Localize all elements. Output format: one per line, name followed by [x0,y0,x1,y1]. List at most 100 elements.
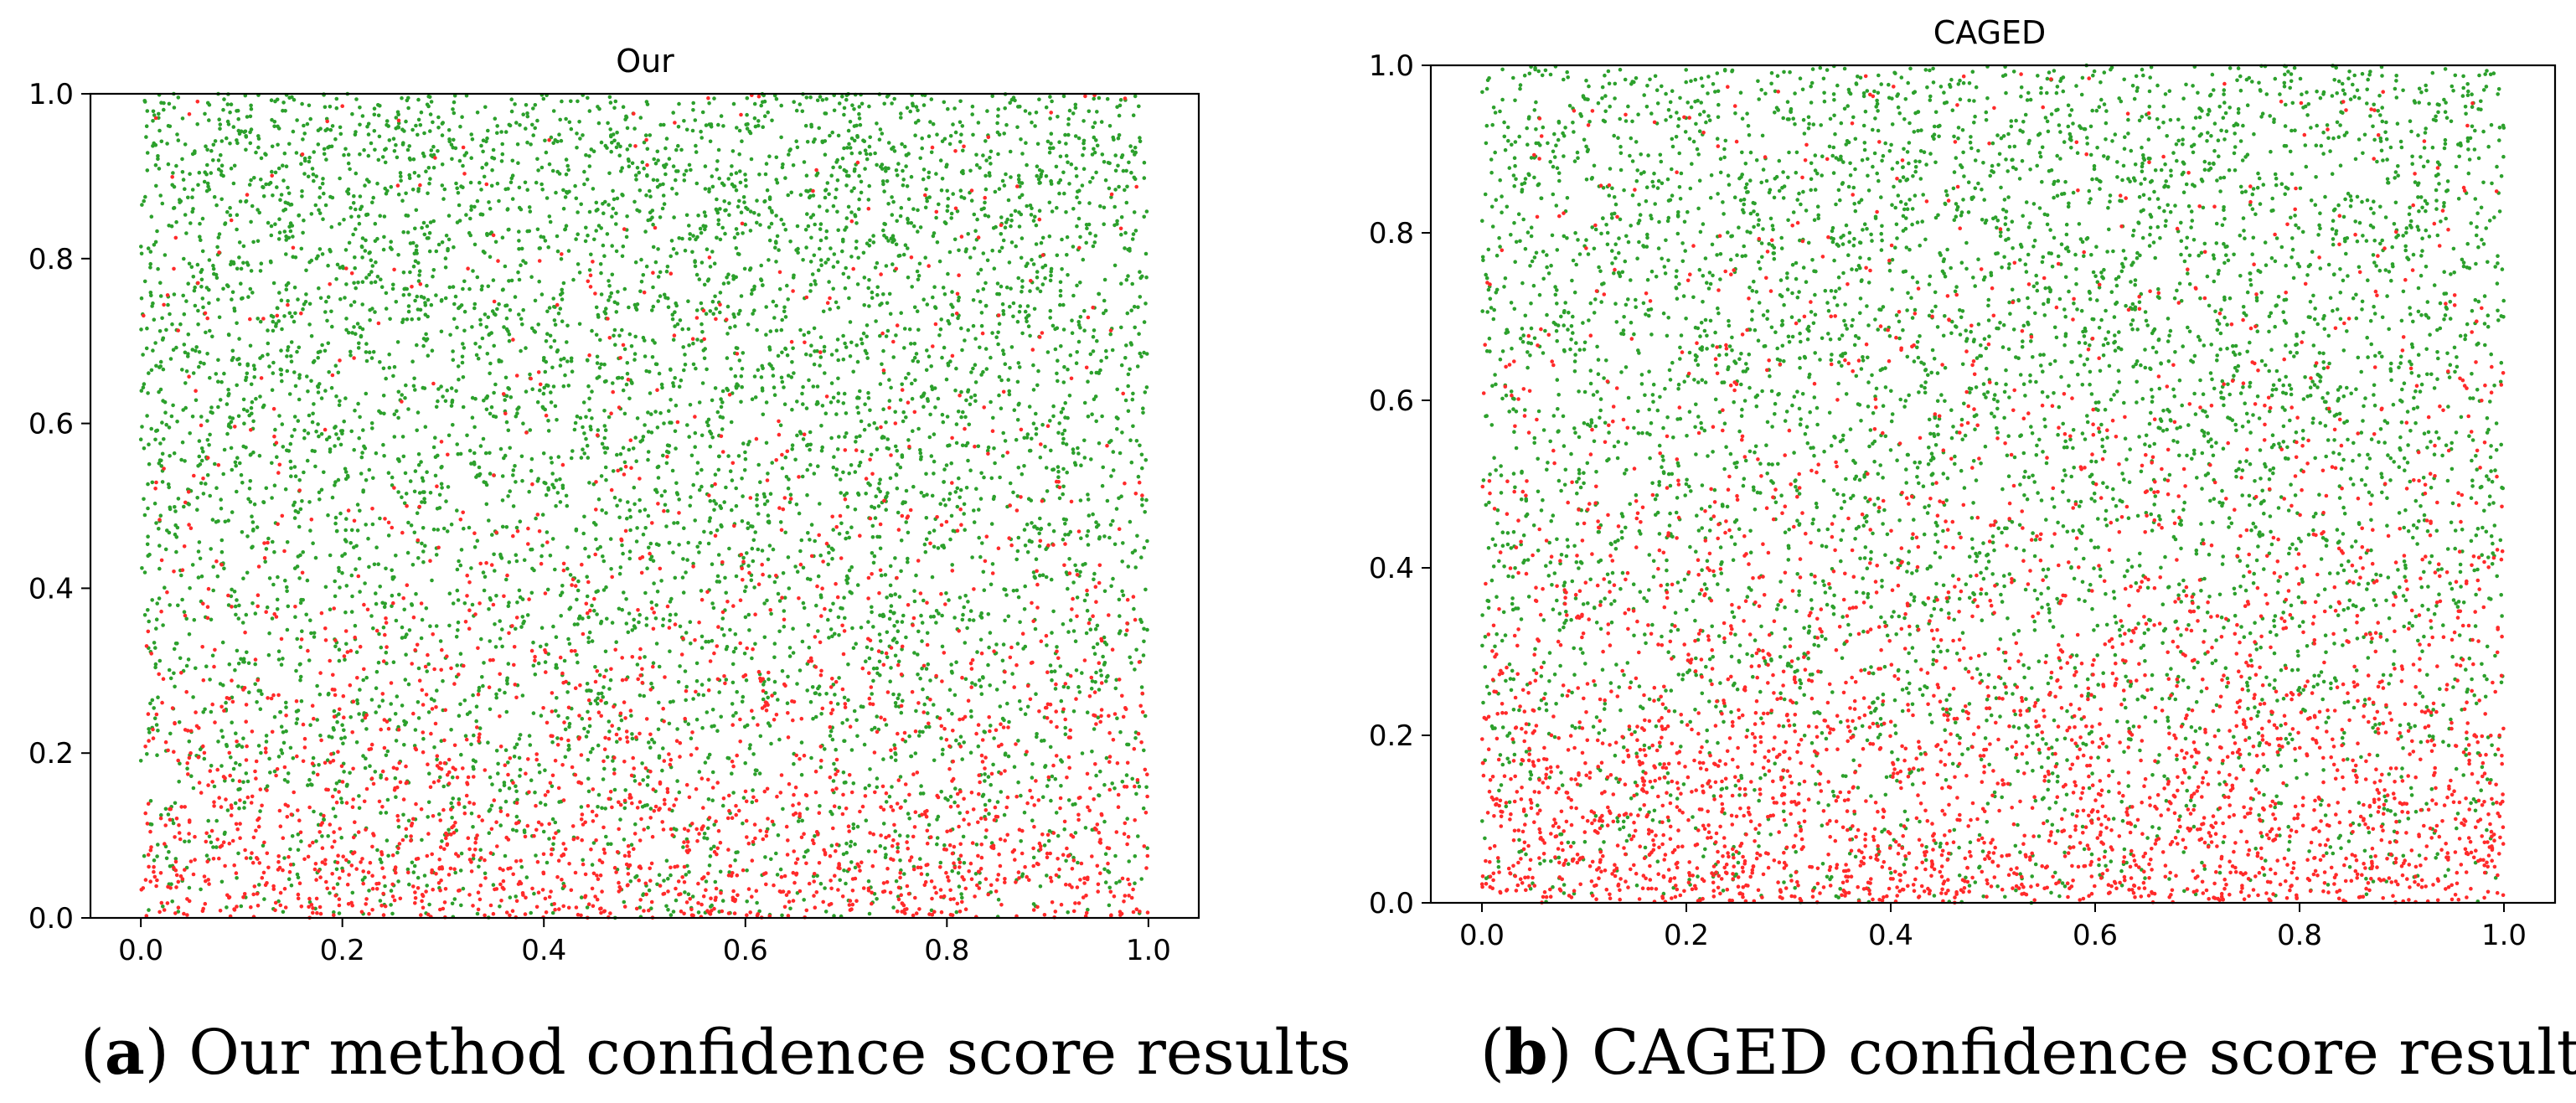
scatter-point [847,568,852,573]
scatter-point [755,220,759,225]
scatter-point [342,728,346,733]
scatter-point [874,494,878,498]
scatter-point [890,195,894,199]
scatter-point [401,812,405,817]
scatter-point [245,534,250,539]
scatter-point [1076,451,1081,456]
scatter-point [762,502,767,507]
scatter-point [699,484,704,489]
scatter-point [674,898,679,903]
scatter-point [481,436,486,441]
scatter-point [597,673,602,678]
scatter-point [149,293,153,298]
scatter-point [531,663,536,668]
scatter-point [517,737,522,741]
scatter-point [276,657,281,662]
scatter-point [1020,285,1025,289]
scatter-point [862,742,867,747]
scatter-point [727,213,731,217]
scatter-point [1060,760,1064,764]
scatter-point [147,730,152,734]
scatter-point [1130,281,1134,286]
scatter-point [249,103,253,108]
scatter-point [655,149,660,154]
scatter-point [948,134,953,138]
scatter-point [858,434,862,438]
scatter-point [524,346,528,350]
scatter-point [849,860,854,864]
scatter-point [755,198,759,203]
scatter-point [689,453,694,458]
scatter-point [236,684,240,688]
scatter-point [352,447,357,452]
scatter-point [488,206,493,211]
scatter-point [281,445,286,449]
scatter-point [506,760,510,765]
scatter-point [837,101,842,106]
scatter-point [715,168,719,172]
scatter-point [1131,391,1135,396]
scatter-point [1088,180,1092,184]
scatter-point [940,412,945,417]
scatter-point [1071,451,1076,455]
scatter-point [970,104,975,109]
scatter-point [870,605,874,610]
scatter-point [586,233,590,238]
scatter-point [822,344,827,349]
scatter-point [401,293,406,297]
scatter-point [809,343,813,348]
scatter-point [353,265,358,271]
scatter-point [203,707,207,712]
scatter-point [1092,135,1097,140]
scatter-point [689,642,693,646]
scatter-point [460,354,465,359]
scatter-point [151,119,155,123]
scatter-point [574,237,578,241]
scatter-point [564,173,569,177]
scatter-point [496,761,500,766]
scatter-point [352,193,356,198]
scatter-point [756,213,761,217]
scatter-point [706,755,710,760]
scatter-point [469,156,473,160]
scatter-point [865,334,869,339]
scatter-point [543,768,547,772]
scatter-point [514,814,519,819]
scatter-point [145,151,150,155]
scatter-point [1043,263,1048,268]
scatter-point [966,458,970,463]
scatter-point [834,300,839,305]
scatter-point [1092,397,1097,402]
scatter-point [359,333,364,338]
scatter-point [311,360,316,364]
scatter-point [375,275,380,279]
scatter-point [529,910,533,915]
scatter-point [813,222,817,227]
scatter-point [139,389,144,393]
scatter-point [924,667,929,671]
scatter-point [982,206,986,211]
scatter-point [709,530,713,535]
scatter-point [344,517,348,521]
scatter-point [1080,671,1084,675]
scatter-point [704,879,709,884]
scatter-point [1097,95,1102,101]
scatter-point [768,329,773,333]
scatter-point [625,516,629,521]
scatter-point [876,487,880,491]
scatter-point [353,255,357,260]
scatter-point [891,611,896,616]
scatter-point [226,518,231,523]
scatter-point [297,478,302,482]
scatter-point [752,210,756,215]
scatter-point [1066,116,1071,121]
scatter-point [152,113,157,117]
scatter-point [578,137,582,141]
scatter-point [157,461,162,466]
scatter-point [378,360,382,364]
scatter-point [844,536,848,541]
scatter-point [1087,109,1092,114]
scatter-point [914,352,919,356]
scatter-point [154,723,159,727]
scatter-point [717,690,721,694]
